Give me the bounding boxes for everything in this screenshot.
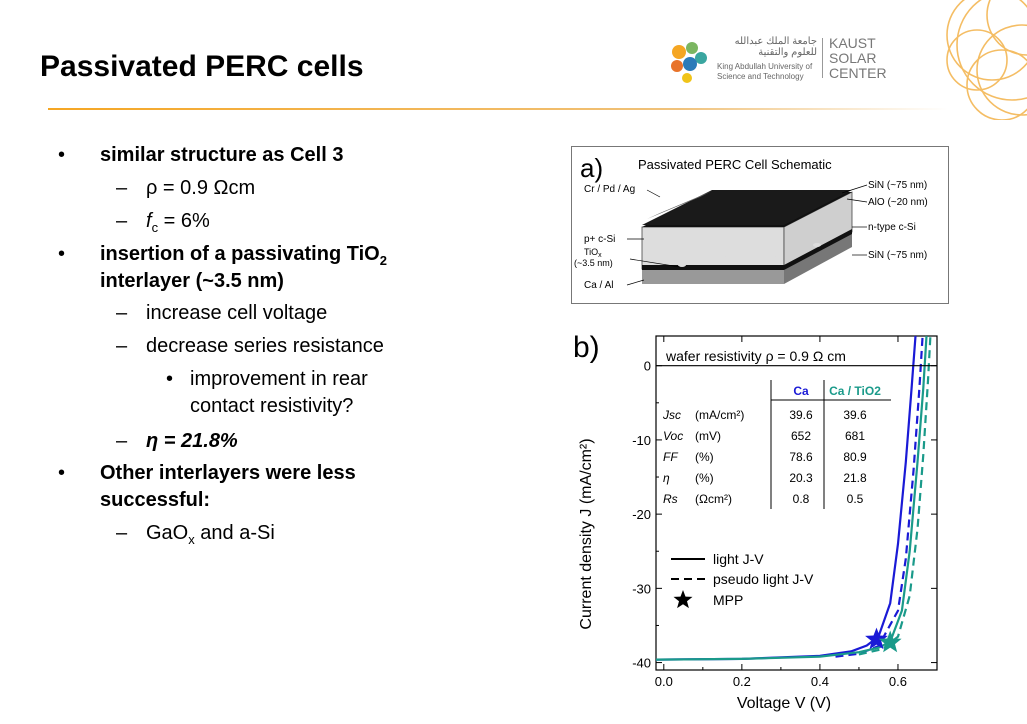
dash-marker: –: [116, 335, 128, 357]
bullet-dot: •: [166, 368, 174, 390]
table-value-ca-tiox: 80.9: [843, 450, 867, 464]
bullet-dot: •: [58, 144, 66, 166]
bullet-item-continuation: interlayer (~3.5 nm): [100, 270, 284, 292]
label-sinx-top: SiN (~75 nm): [868, 180, 927, 191]
legend-label-pseudo: pseudo light J-V: [713, 571, 814, 587]
table-value-ca: 0.8: [793, 492, 810, 506]
dash-marker: –: [116, 430, 128, 452]
dash-marker: –: [116, 177, 128, 199]
y-tick-label: -30: [632, 581, 651, 596]
kaust-logo-icon: [671, 42, 707, 83]
table-param-unit: (%): [695, 450, 714, 464]
label-pplus: p+ c-Si: [584, 234, 615, 245]
legend-label-mpp: MPP: [713, 592, 743, 608]
plot-frame: [655, 335, 938, 671]
table-value-ca-tiox: 681: [845, 429, 865, 443]
logo-arabic-text: جامعة الملك عبدالله للعلوم والتقنية: [734, 36, 817, 58]
y-tick-label: -20: [632, 507, 651, 522]
table-header-ca: Ca: [793, 384, 809, 398]
sub-sub-bullet-item: improvement in rear: [190, 368, 368, 390]
chart-legend: light J-V pseudo light J-V MPP: [671, 551, 814, 609]
y-tick-label: -10: [632, 433, 651, 448]
table-value-ca: 652: [791, 429, 811, 443]
decorative-circles-graphic: [946, 0, 1027, 120]
x-axis-label: Voltage V (V): [737, 695, 831, 712]
bullet-item: Other interlayers were less: [100, 462, 356, 484]
dash-marker: –: [116, 302, 128, 324]
table-param-name: η: [663, 471, 670, 485]
dash-marker: –: [116, 522, 128, 544]
table-param-name: Jsc: [662, 408, 681, 422]
cell-schematic-panel: a) Passivated PERC Cell Schematic Cr / P…: [571, 146, 949, 304]
label-sinx-bottom: SiN (~75 nm): [868, 250, 927, 261]
y-axis-label: Current density J (mA/cm²): [578, 438, 595, 629]
mpp-star-marker: [878, 630, 902, 653]
chart-annotation: wafer resistivity ρ = 0.9 Ω cm: [665, 348, 846, 364]
dash-marker: –: [116, 210, 128, 232]
title-divider: [48, 108, 948, 110]
x-tick-label: 0.2: [733, 674, 751, 689]
cell-rear-contact: [642, 269, 784, 284]
y-tick-label: -40: [632, 656, 651, 671]
label-alox: AlO (~20 nm): [868, 197, 928, 208]
legend-label-light: light J-V: [713, 551, 764, 567]
table-param-name: FF: [663, 450, 678, 464]
label-rear-contact: Ca / Al: [584, 280, 613, 291]
solar-center-text: KAUST SOLAR CENTER: [829, 35, 887, 81]
front-contact-bar: [647, 191, 712, 219]
x-tick-label: 0.6: [889, 674, 907, 689]
table-param-unit: (mA/cm²): [695, 408, 744, 422]
label-ntype: n-type c-Si: [868, 222, 916, 233]
label-contact: Cr / Pd / Ag: [584, 184, 635, 195]
label-tiox: TiOx: [584, 247, 602, 259]
table-value-ca-tiox: 21.8: [843, 471, 867, 485]
table-param-unit: (%): [695, 471, 714, 485]
table-value-ca-tiox: 0.5: [847, 492, 864, 506]
kaust-logo: جامعة الملك عبدالله للعلوم والتقنية King…: [665, 32, 895, 92]
sub-sub-bullet-continuation: contact resistivity?: [190, 395, 354, 417]
bullet-item: similar structure as Cell 3: [100, 144, 344, 166]
logo-divider: [822, 38, 823, 78]
cell-schematic-diagram: a) Passivated PERC Cell Schematic Cr / P…: [574, 153, 928, 291]
parameter-table: Ca Ca / TiO2 Jsc (mA/cm²) 39.6 39.6 Voc (mV) 652…: [662, 380, 891, 509]
table-value-ca: 20.3: [789, 471, 813, 485]
sub-bullet-item: increase cell voltage: [146, 302, 328, 324]
slide-title: Passivated PERC cells: [40, 50, 364, 83]
bullet-item-continuation: successful:: [100, 489, 211, 511]
table-param-unit: (Ωcm²): [695, 492, 732, 506]
sub-bullet-item: ρ = 0.9 Ωcm: [146, 177, 256, 199]
bullet-dot: •: [58, 243, 66, 265]
panel-b-label: b): [573, 331, 600, 364]
mpp-star-marker: [865, 627, 888, 650]
sub-bullet-item: GaOx and a-Si: [146, 522, 275, 547]
x-tick-label: 0.0: [655, 674, 673, 689]
table-value-ca-tiox: 39.6: [843, 408, 867, 422]
table-param-name: Rs: [663, 492, 678, 506]
y-tick-label: 0: [644, 359, 651, 374]
cell-silicon-front: [641, 226, 785, 270]
label-tiox-thickness: (~3.5 nm): [574, 258, 613, 268]
schematic-title: Passivated PERC Cell Schematic: [638, 157, 832, 172]
legend-star-icon: [673, 590, 693, 609]
sub-bullet-item: decrease series resistance: [146, 335, 384, 357]
table-param-unit: (mV): [695, 429, 721, 443]
bullet-item: insertion of a passivating TiO2: [100, 243, 387, 268]
bullet-dot: •: [58, 462, 66, 484]
panel-a-label: a): [580, 153, 603, 183]
x-tick-label: 0.4: [811, 674, 829, 689]
jv-curve-chart: b) 0.0 0.2 0.4 0.6 0 -10 -20 -30 -40 wafer resi…: [573, 331, 938, 712]
table-param-name: Voc: [663, 429, 683, 443]
table-value-ca: 39.6: [789, 408, 813, 422]
efficiency-result: η = 21.8%: [146, 430, 238, 452]
logo-english-text: King Abdullah University of Science and …: [717, 62, 813, 81]
jv-chart-panel: b) 0.0 0.2 0.4 0.6 0 -10 -20 -30 -40 wafer resi…: [571, 324, 947, 714]
table-header-ca-tiox: Ca / TiO2: [829, 384, 881, 398]
sub-bullet-item: fc = 6%: [146, 210, 210, 235]
table-value-ca: 78.6: [789, 450, 813, 464]
